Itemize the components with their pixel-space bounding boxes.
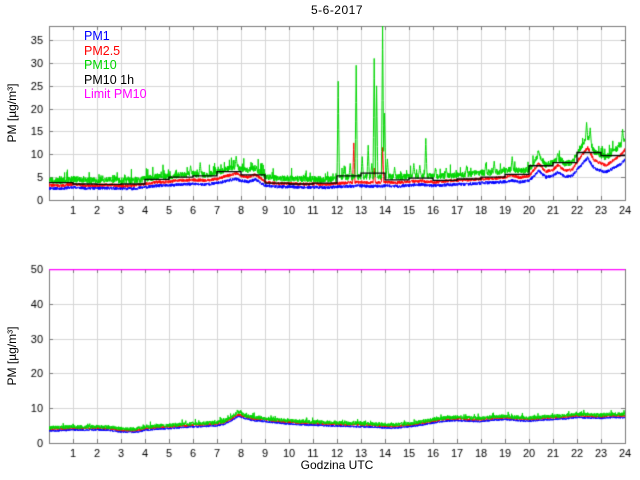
legend-item-pm1: PM1 [84, 29, 110, 43]
legend: PM1 PM2.5 PM10 PM10 1h Limit PM10 [84, 29, 147, 102]
legend-item-limit-pm10: Limit PM10 [84, 87, 147, 102]
legend-item-pm10-1h: PM10 1h [84, 72, 135, 87]
x-axis-label: Godzina UTC [300, 458, 374, 472]
legend-item-pm2-5: PM2.5 [84, 43, 121, 58]
chart-title: 5-6-2017 [310, 3, 364, 17]
y-axis-label-top: PM [µg/m³] [5, 83, 19, 143]
legend-item-pm10: PM10 [84, 58, 117, 73]
y-axis-label-bottom: PM [µg/m³] [5, 326, 19, 386]
